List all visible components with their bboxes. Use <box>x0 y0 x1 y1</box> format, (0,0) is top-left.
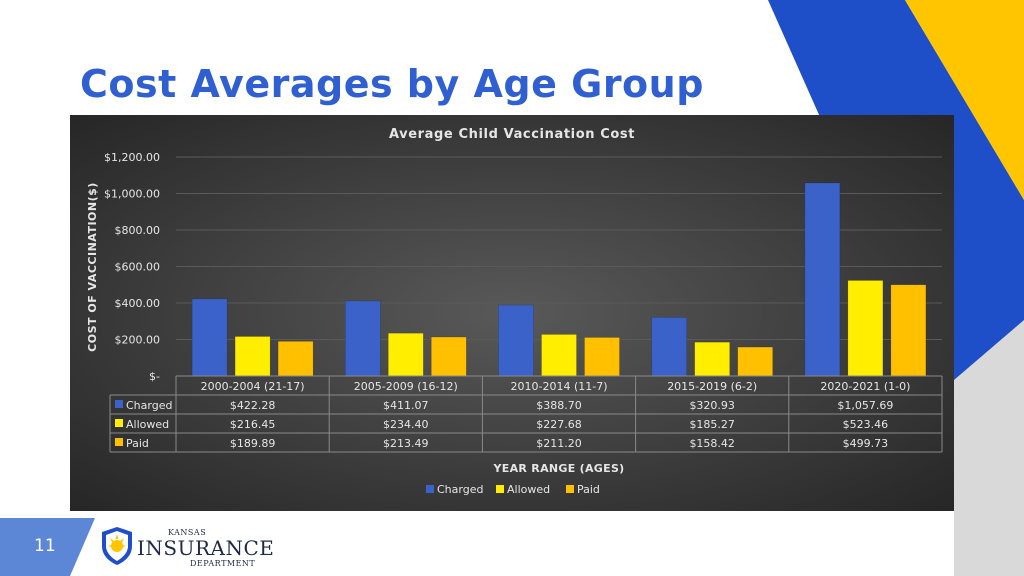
bar-charged-1 <box>345 300 381 377</box>
slide-title: Cost Averages by Age Group <box>80 62 704 106</box>
y-tick-label: $- <box>149 370 160 383</box>
data-label: $499.73 <box>843 437 889 450</box>
data-label: $388.70 <box>536 399 582 412</box>
y-tick-label: $1,000.00 <box>104 188 160 201</box>
y-tick-label: $400.00 <box>115 297 161 310</box>
bar-paid-2 <box>584 337 620 377</box>
data-label: $211.20 <box>536 437 582 450</box>
chart-title: Average Child Vaccination Cost <box>389 127 635 142</box>
data-label: $189.89 <box>230 437 276 450</box>
legend-key-paid <box>566 485 574 493</box>
y-axis-title: COST OF VACCINATION($) <box>86 182 99 352</box>
data-label: $1,057.69 <box>837 399 893 412</box>
data-label: $320.93 <box>689 399 735 412</box>
chart-panel: Average Child Vaccination Cost $- $200.00 $… <box>70 115 954 511</box>
bar-charged-0 <box>191 298 228 377</box>
legend-key-allowed <box>496 485 504 493</box>
bar-allowed-3 <box>694 341 730 377</box>
bar-allowed-1 <box>388 332 424 377</box>
x-axis-title: YEAR RANGE (AGES) <box>493 462 625 475</box>
data-label: $213.49 <box>383 437 429 450</box>
table-row-label: Charged <box>126 399 172 412</box>
table-legend-key-charged <box>115 400 123 408</box>
slide-number: 11 <box>34 536 56 556</box>
bar-chart: Average Child Vaccination Cost $- $200.00 $… <box>86 127 943 496</box>
deco-grey-triangle <box>600 320 1024 576</box>
data-label: $523.46 <box>843 418 889 431</box>
bar-allowed-2 <box>541 334 577 377</box>
y-tick-label: $800.00 <box>115 224 161 237</box>
category-label: 2015-2019 (6-2) <box>667 380 757 393</box>
data-label: $185.27 <box>689 418 735 431</box>
legend-label: Allowed <box>507 483 550 496</box>
legend-key-charged <box>426 485 434 493</box>
bar-paid-1 <box>431 336 467 377</box>
deco-slide-number-shape <box>0 518 95 576</box>
data-label: $158.42 <box>689 437 735 450</box>
bar-allowed-4 <box>847 280 884 377</box>
table-row-label: Paid <box>126 437 149 450</box>
category-label: 2020-2021 (1-0) <box>820 380 910 393</box>
bar-paid-3 <box>737 346 773 377</box>
y-tick-label: $600.00 <box>115 261 161 274</box>
table-row-label: Allowed <box>126 418 169 431</box>
legend-label: Paid <box>577 483 600 496</box>
logo-line-department: DEPARTMENT <box>190 559 256 568</box>
bar-paid-4 <box>890 284 927 377</box>
data-label: $411.07 <box>383 399 429 412</box>
data-label: $234.40 <box>383 418 429 431</box>
shield-icon <box>102 527 132 565</box>
category-label: 2005-2009 (16-12) <box>354 380 458 393</box>
bar-charged-4 <box>804 182 841 377</box>
bar-charged-3 <box>651 317 687 377</box>
deco-yellow-triangle <box>905 0 1024 200</box>
kansas-insurance-logo: KANSAS INSURANCE DEPARTMENT <box>100 526 274 572</box>
bar-allowed-0 <box>234 336 271 377</box>
logo-line-insurance: INSURANCE <box>137 536 275 560</box>
logo-line-kansas: KANSAS <box>168 528 207 537</box>
y-tick-label: $200.00 <box>115 334 161 347</box>
y-tick-label: $1,200.00 <box>104 151 160 164</box>
table-legend-key-paid <box>115 438 123 446</box>
bar-charged-2 <box>498 304 534 377</box>
legend-label: Charged <box>437 483 483 496</box>
bar-paid-0 <box>277 341 314 377</box>
category-label: 2000-2004 (21-17) <box>201 380 305 393</box>
data-label: $216.45 <box>230 418 276 431</box>
data-label: $227.68 <box>536 418 582 431</box>
table-legend-key-allowed <box>115 419 123 427</box>
data-label: $422.28 <box>230 399 276 412</box>
category-label: 2010-2014 (11-7) <box>510 380 607 393</box>
